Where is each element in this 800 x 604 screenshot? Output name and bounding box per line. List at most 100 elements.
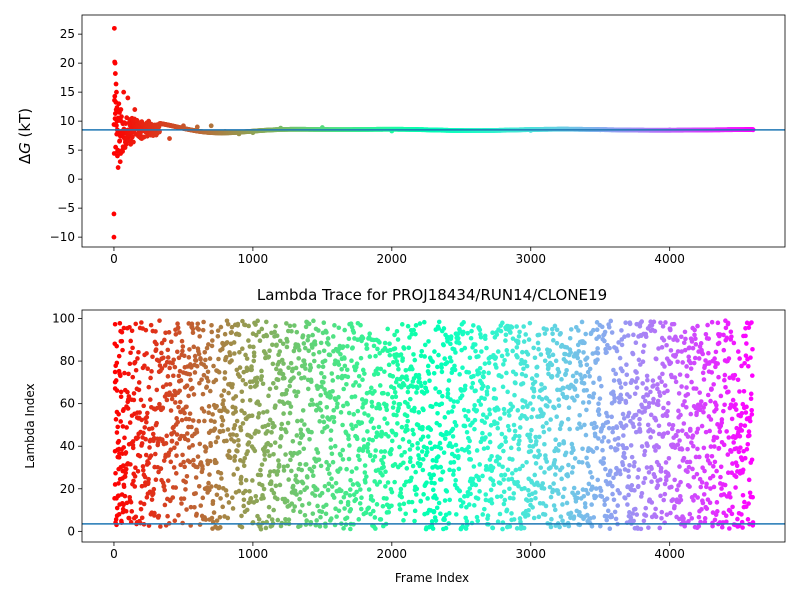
lambda-point — [541, 411, 546, 416]
lambda-point — [180, 339, 185, 344]
delta-g-point — [121, 90, 126, 95]
lambda-point — [115, 361, 120, 366]
lambda-point — [462, 408, 467, 413]
x-tick-label: 3000 — [515, 547, 546, 561]
lambda-point — [581, 400, 586, 405]
lambda-point — [404, 424, 409, 429]
lambda-point — [704, 332, 709, 337]
lambda-point — [494, 365, 499, 370]
lambda-point — [312, 465, 317, 470]
lambda-point — [582, 494, 587, 499]
delta-g-point — [117, 109, 122, 114]
lambda-point — [382, 369, 387, 374]
lambda-point — [161, 405, 166, 410]
lambda-point — [318, 401, 323, 406]
lambda-point — [511, 496, 516, 501]
lambda-point — [606, 509, 611, 514]
lambda-point — [309, 430, 314, 435]
lambda-point — [718, 475, 723, 480]
lambda-point — [463, 384, 468, 389]
lambda-point — [272, 424, 277, 429]
lambda-point — [521, 324, 526, 329]
lambda-point — [358, 323, 363, 328]
lambda-point — [305, 338, 310, 343]
lambda-point — [701, 410, 706, 415]
lambda-point — [589, 502, 594, 507]
lambda-point — [258, 468, 263, 473]
lambda-point — [684, 385, 689, 390]
lambda-point — [500, 432, 505, 437]
lambda-point — [661, 498, 666, 503]
lambda-point — [165, 514, 170, 519]
lambda-point — [550, 332, 555, 337]
lambda-point — [383, 341, 388, 346]
lambda-point — [207, 404, 212, 409]
lambda-point — [626, 474, 631, 479]
lambda-point — [587, 400, 592, 405]
lambda-trace-x-label: Frame Index — [395, 571, 469, 585]
lambda-point — [615, 447, 620, 452]
x-tick-label: 3000 — [515, 252, 546, 266]
lambda-point — [680, 428, 685, 433]
lambda-point — [369, 494, 374, 499]
lambda-point — [724, 513, 729, 518]
lambda-point — [339, 410, 344, 415]
lambda-point — [450, 409, 455, 414]
lambda-point — [403, 511, 408, 516]
lambda-point — [522, 526, 527, 531]
lambda-point — [281, 411, 286, 416]
lambda-point — [716, 375, 721, 380]
lambda-point — [139, 320, 144, 325]
lambda-point — [633, 391, 638, 396]
lambda-point — [214, 440, 219, 445]
lambda-point — [594, 446, 599, 451]
lambda-point — [229, 330, 234, 335]
lambda-point — [636, 467, 641, 472]
lambda-point — [318, 524, 323, 529]
lambda-point — [535, 373, 540, 378]
lambda-point — [456, 454, 461, 459]
lambda-point — [198, 357, 203, 362]
lambda-point — [221, 429, 226, 434]
lambda-point — [661, 324, 666, 329]
lambda-point — [526, 513, 531, 518]
lambda-point — [746, 501, 751, 506]
y-tick-label: −5 — [57, 201, 75, 215]
lambda-point — [386, 480, 391, 485]
lambda-point — [542, 486, 547, 491]
lambda-point — [586, 491, 591, 496]
lambda-point — [677, 438, 682, 443]
lambda-point — [498, 512, 503, 517]
lambda-point — [324, 405, 329, 410]
lambda-point — [331, 334, 336, 339]
lambda-point — [737, 450, 742, 455]
lambda-point — [509, 446, 514, 451]
lambda-point — [188, 411, 193, 416]
lambda-point — [618, 356, 623, 361]
lambda-point — [442, 326, 447, 331]
lambda-point — [194, 475, 199, 480]
lambda-point — [524, 460, 529, 465]
lambda-point — [597, 334, 602, 339]
lambda-point — [747, 429, 752, 434]
lambda-point — [259, 374, 264, 379]
lambda-point — [596, 351, 601, 356]
lambda-point — [381, 504, 386, 509]
lambda-point — [208, 356, 213, 361]
lambda-point — [674, 433, 679, 438]
lambda-point — [515, 408, 520, 413]
lambda-point — [585, 356, 590, 361]
lambda-point — [146, 461, 151, 466]
lambda-point — [132, 391, 137, 396]
lambda-point — [387, 353, 392, 358]
lambda-point — [568, 350, 573, 355]
lambda-point — [715, 509, 720, 514]
lambda-point — [748, 419, 753, 424]
lambda-point — [294, 474, 299, 479]
lambda-point — [411, 432, 416, 437]
lambda-point — [254, 499, 259, 504]
lambda-point — [249, 367, 254, 372]
lambda-point — [406, 405, 411, 410]
lambda-point — [234, 394, 239, 399]
lambda-point — [301, 446, 306, 451]
